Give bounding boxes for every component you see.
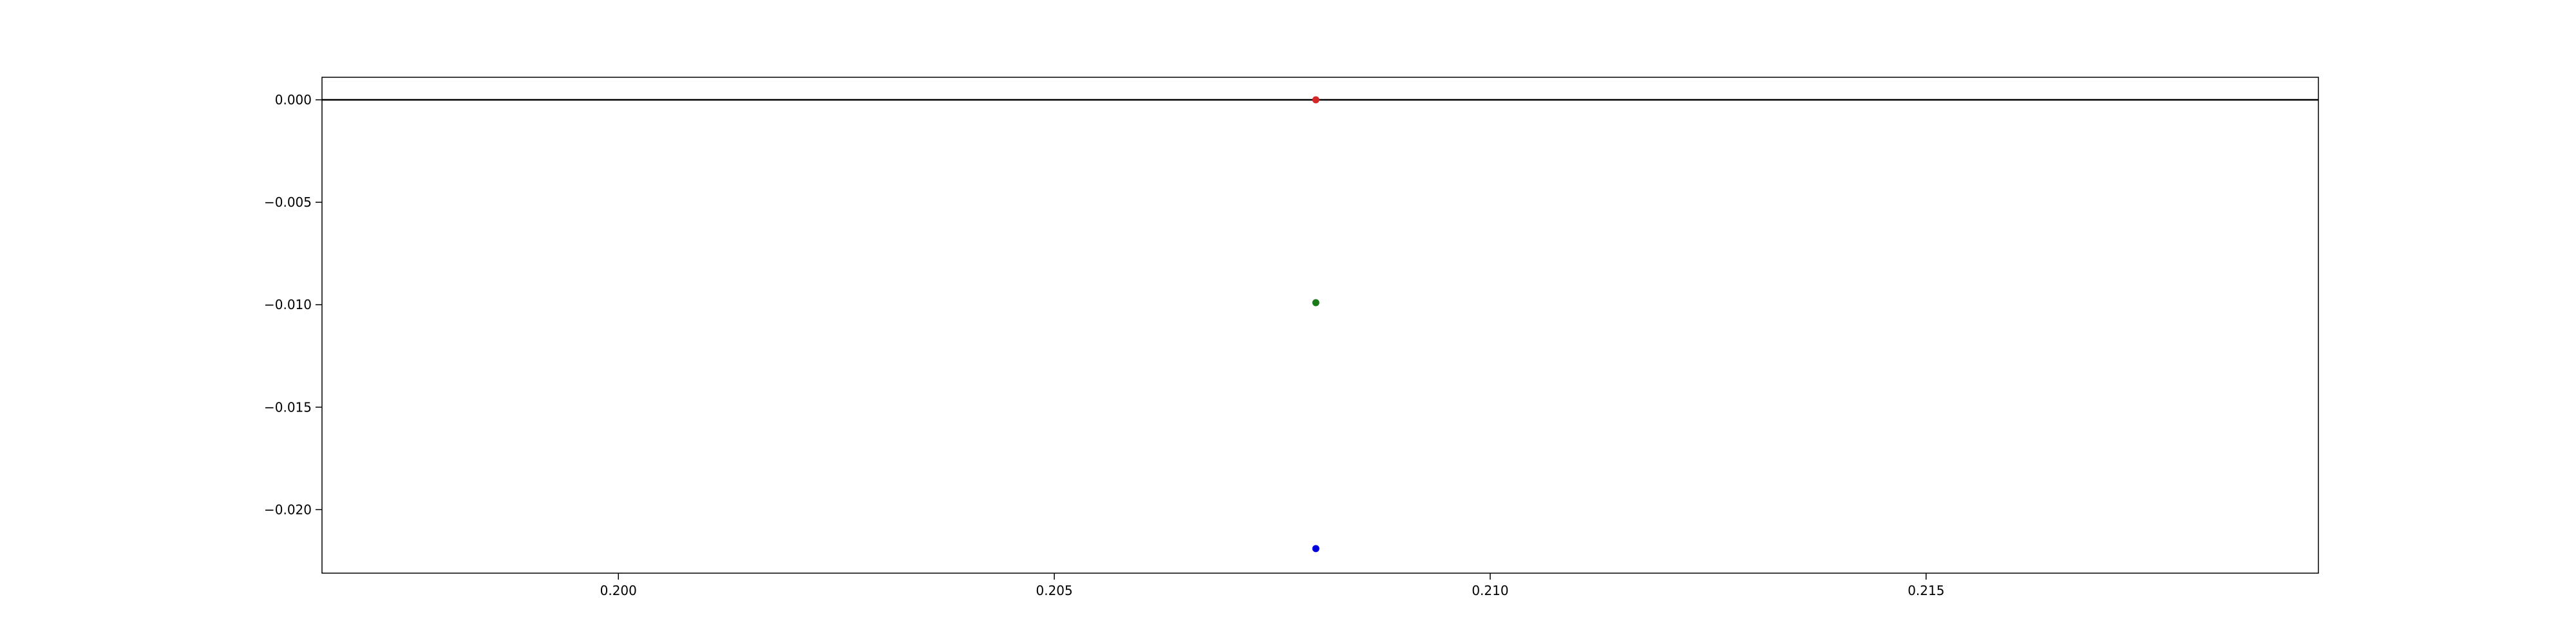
data-point (1312, 299, 1320, 307)
y-axis: 0.000 −0.005 −0.010 −0.015 −0.020 (264, 92, 322, 517)
x-tick-label: 0.205 (1036, 583, 1072, 598)
x-axis: 0.200 0.205 0.210 0.215 (600, 573, 1944, 598)
y-tick-label: −0.020 (264, 502, 312, 517)
plot-area (322, 77, 2318, 573)
y-tick-label: 0.000 (275, 92, 312, 108)
y-tick-label: −0.005 (264, 194, 312, 210)
x-tick-label: 0.200 (600, 583, 637, 598)
y-tick-label: −0.015 (264, 399, 312, 415)
y-tick-label: −0.010 (264, 297, 312, 312)
scatter-series (1312, 96, 1320, 553)
data-point (1312, 545, 1320, 553)
data-point (1312, 96, 1320, 104)
x-tick-label: 0.210 (1472, 583, 1508, 598)
plot-frame (321, 77, 2319, 574)
x-tick-label: 0.215 (1908, 583, 1944, 598)
